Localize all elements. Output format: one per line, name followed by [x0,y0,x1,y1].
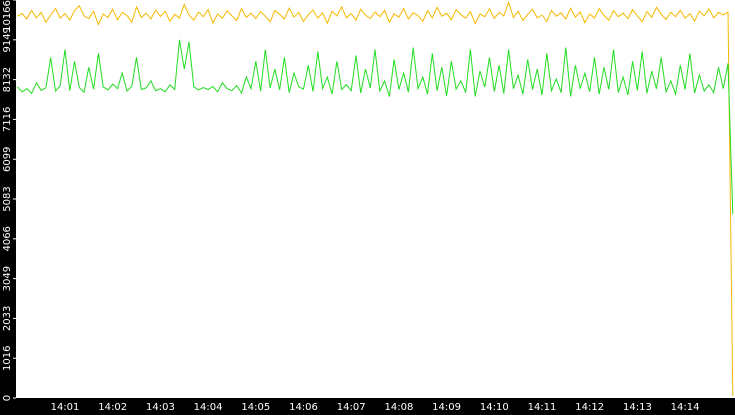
y-tick-label: 7116 [2,107,13,132]
x-tick-label: 14:09 [432,402,461,413]
series-line [16,39,734,215]
x-tick-label: 14:05 [241,402,270,413]
y-tick-label: 4066 [2,226,13,251]
y-tick-label: 5083 [2,186,13,211]
x-tick-label: 14:08 [384,402,413,413]
y-tick-label: 6099 [2,146,13,171]
x-tick-label: 14:12 [575,402,604,413]
x-tick-label: 14:03 [146,402,175,413]
x-tick-label: 14:13 [623,402,652,413]
x-tick-label: 14:01 [51,402,80,413]
x-tick-label: 14:06 [289,402,318,413]
y-tick-label: 3049 [2,266,13,291]
y-tick-label: 10166 [2,0,13,32]
y-tick-label: 8132 [2,67,13,92]
y-axis-band [0,0,16,415]
x-tick-label: 14:10 [480,402,509,413]
series-line [17,0,734,397]
x-tick-label: 14:07 [337,402,366,413]
x-axis-band [0,398,735,415]
x-tick-label: 14:02 [98,402,127,413]
x-tick-label: 14:04 [194,402,223,413]
y-tick-label: 2033 [2,306,13,331]
x-tick-label: 14:14 [671,402,700,413]
y-tick-label: 9149 [2,27,13,52]
x-tick-label: 14:11 [528,402,557,413]
y-tick-label: 0 [2,395,13,401]
y-tick-label: 1016 [2,345,13,370]
